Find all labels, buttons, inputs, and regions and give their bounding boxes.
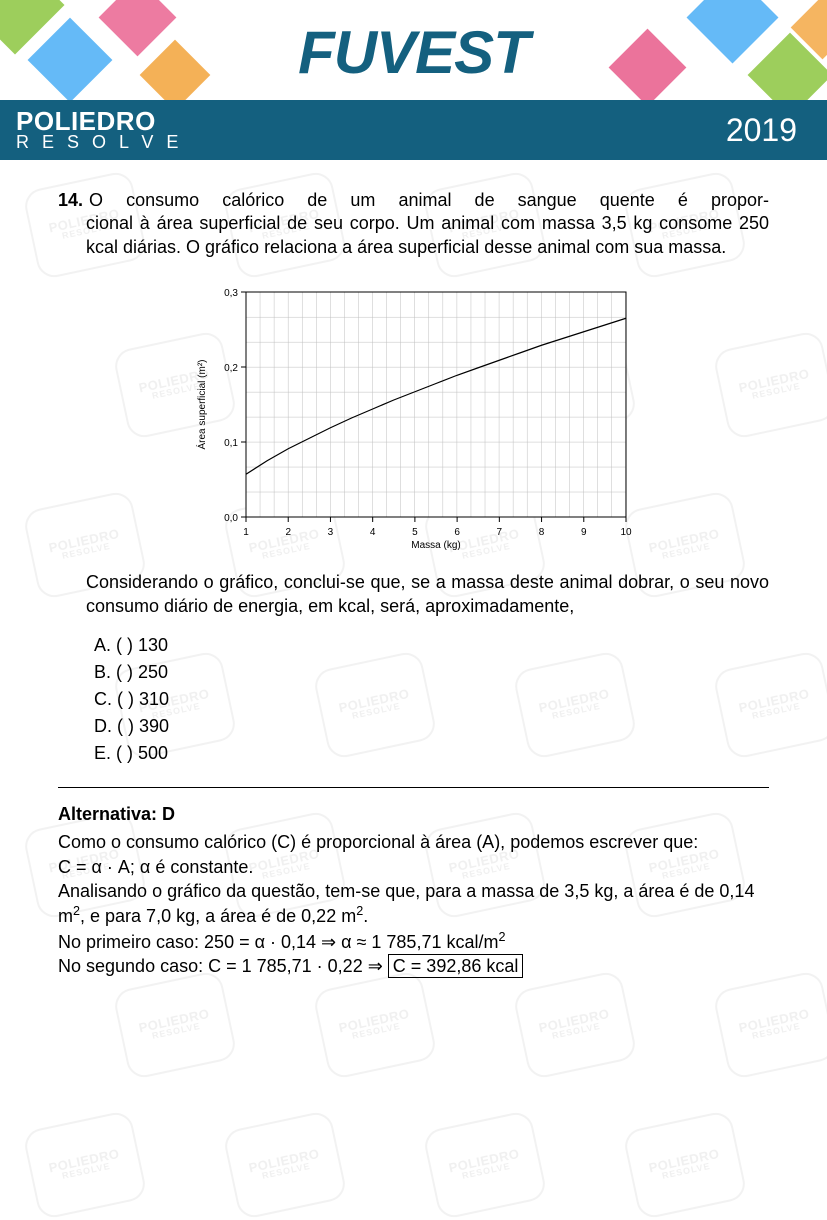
divider bbox=[58, 787, 769, 788]
watermark-item: POLIEDRORESOLVE bbox=[112, 970, 238, 1081]
option-item: E. ( ) 500 bbox=[94, 740, 769, 767]
watermark-item: POLIEDRORESOLVE bbox=[22, 1110, 148, 1220]
answer-options: A. ( ) 130B. ( ) 250C. ( ) 310D. ( ) 390… bbox=[94, 632, 769, 767]
watermark-item: POLIEDRORESOLVE bbox=[712, 970, 827, 1081]
option-item: D. ( ) 390 bbox=[94, 713, 769, 740]
question-text-line1: O consumo calórico de um animal de sangu… bbox=[89, 190, 769, 211]
svg-text:7: 7 bbox=[497, 527, 503, 538]
svg-text:6: 6 bbox=[454, 527, 460, 538]
boxed-answer: C = 392,86 kcal bbox=[388, 954, 524, 978]
question-block: 14. O consumo calórico de um animal de s… bbox=[58, 190, 769, 260]
svg-text:Área superficial (m²): Área superficial (m²) bbox=[195, 359, 208, 449]
solution-line4: No primeiro caso: 250 = α · 0,14 ⇒ α ≈ 1… bbox=[58, 929, 769, 954]
svg-text:Massa (kg): Massa (kg) bbox=[411, 540, 460, 551]
solution-line2: C = α · A; α é constante. bbox=[58, 855, 769, 879]
svg-text:8: 8 bbox=[539, 527, 545, 538]
svg-text:0,1: 0,1 bbox=[224, 438, 238, 449]
surface-area-chart: 1 2 3 4 5 6 7 8 9 10 0,0 0,1 0,2 0,3 Massa (kg) Área su… bbox=[191, 282, 636, 552]
decorative-shape bbox=[609, 29, 687, 107]
svg-text:0,0: 0,0 bbox=[224, 513, 238, 524]
option-item: B. ( ) 250 bbox=[94, 659, 769, 686]
decorative-shape bbox=[99, 0, 177, 56]
solution-line5: No segundo caso: C = 1 785,71 · 0,22 ⇒ C… bbox=[58, 954, 769, 978]
brand-line1: POLIEDRO bbox=[16, 110, 182, 133]
decorative-shape bbox=[28, 18, 113, 103]
watermark-item: POLIEDRORESOLVE bbox=[222, 1110, 348, 1220]
watermark-item: POLIEDRORESOLVE bbox=[312, 970, 438, 1081]
watermark-item: POLIEDRORESOLVE bbox=[512, 970, 638, 1081]
svg-text:3: 3 bbox=[328, 527, 334, 538]
decorative-shape bbox=[687, 0, 779, 63]
exam-year: 2019 bbox=[726, 112, 797, 149]
option-item: C. ( ) 310 bbox=[94, 686, 769, 713]
brand-bar: POLIEDRO R E S O L V E 2019 bbox=[0, 100, 827, 160]
page-header: FUVEST POLIEDRO R E S O L V E 2019 bbox=[0, 0, 827, 160]
svg-text:10: 10 bbox=[620, 527, 632, 538]
watermark-item: POLIEDRORESOLVE bbox=[622, 1110, 748, 1220]
solution-line3: Analisando o gráfico da questão, tem-se … bbox=[58, 879, 769, 929]
question-conclusion: Considerando o gráfico, conclui-se que, … bbox=[86, 570, 769, 619]
question-text-rest: cional à área superficial de seu corpo. … bbox=[86, 211, 769, 260]
svg-text:2: 2 bbox=[285, 527, 291, 538]
solution-heading: Alternativa: D bbox=[58, 802, 769, 826]
page-content: 14. O consumo calórico de um animal de s… bbox=[0, 160, 827, 978]
svg-text:4: 4 bbox=[370, 527, 376, 538]
exam-title: FUVEST bbox=[298, 18, 529, 87]
option-item: A. ( ) 130 bbox=[94, 632, 769, 659]
svg-text:1: 1 bbox=[243, 527, 249, 538]
svg-text:0,2: 0,2 bbox=[224, 363, 238, 374]
watermark-item: POLIEDRORESOLVE bbox=[422, 1110, 548, 1220]
svg-text:9: 9 bbox=[581, 527, 587, 538]
brand-logo: POLIEDRO R E S O L V E bbox=[16, 110, 182, 150]
question-number: 14. bbox=[58, 190, 83, 211]
solution-line1: Como o consumo calórico (C) é proporcion… bbox=[58, 830, 769, 854]
chart-container: 1 2 3 4 5 6 7 8 9 10 0,0 0,1 0,2 0,3 Massa (kg) Área su… bbox=[58, 282, 769, 552]
solution-block: Alternativa: D Como o consumo calórico (… bbox=[58, 802, 769, 978]
svg-text:0,3: 0,3 bbox=[224, 288, 238, 299]
svg-text:5: 5 bbox=[412, 527, 418, 538]
brand-line2: R E S O L V E bbox=[16, 134, 182, 150]
